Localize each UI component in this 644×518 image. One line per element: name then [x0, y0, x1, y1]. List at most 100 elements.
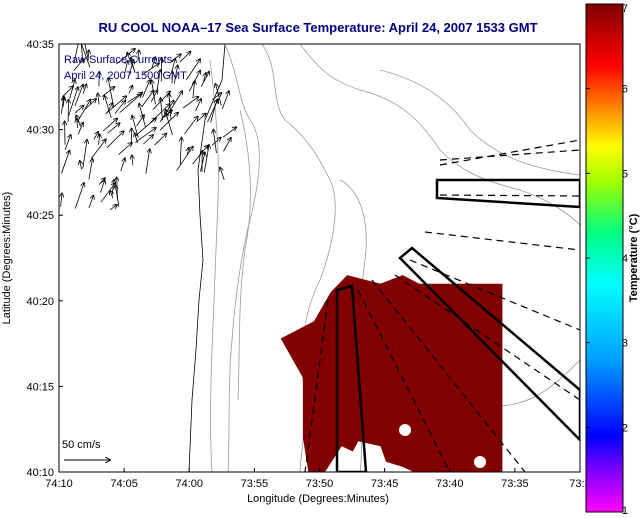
- current-vector: [118, 143, 132, 155]
- current-vector: [215, 84, 222, 106]
- current-vector: [195, 99, 201, 112]
- current-vector: [213, 130, 217, 153]
- current-vector: [100, 183, 115, 203]
- colorbar-tick-label: 3: [622, 338, 628, 350]
- chart-title: RU COOL NOAA–17 Sea Surface Temperature:…: [98, 20, 537, 35]
- current-vector: [166, 110, 168, 120]
- current-vector: [68, 87, 78, 116]
- current-label-1: Raw Surface Currents: [64, 54, 173, 66]
- shipping-lane-east: [435, 178, 580, 209]
- x-tick-label: 73:45: [371, 478, 399, 490]
- sst-gap: [399, 424, 411, 436]
- y-axis-label: Latitude (Degrees:Minutes): [1, 192, 13, 325]
- current-label-2: April 24, 2007 1500 GMT: [64, 70, 187, 82]
- current-vector: [74, 85, 83, 106]
- colorbar-tick-label: 6: [622, 84, 628, 96]
- current-vector: [109, 205, 117, 211]
- current-vector: [104, 96, 112, 119]
- colorbar-label: Temperature (°C): [628, 213, 640, 302]
- current-vector: [151, 57, 156, 69]
- current-vector: [145, 149, 150, 174]
- current-vector: [141, 91, 153, 107]
- current-vector: [131, 58, 136, 74]
- x-axis-label: Longitude (Degrees:Minutes): [247, 493, 389, 505]
- current-vector: [73, 44, 79, 64]
- colorbar-gradient: [585, 3, 624, 513]
- current-vector: [77, 119, 78, 129]
- current-vector: [115, 49, 135, 65]
- current-vector: [110, 191, 113, 199]
- current-vector: [76, 100, 90, 123]
- current-vector: [61, 193, 62, 207]
- current-vector: [143, 63, 159, 75]
- colorbar-tick-label: 5: [622, 168, 628, 180]
- y-tick-label: 40:35: [26, 39, 54, 51]
- current-vector: [124, 61, 128, 74]
- current-vector: [114, 101, 125, 114]
- current-vector: [176, 147, 193, 171]
- colorbar: 1 2 3 4 5 6 7 Temperature (°C): [585, 3, 640, 517]
- current-vector: [223, 138, 230, 152]
- x-tick-label: 73:40: [436, 478, 464, 490]
- current-vector: [180, 138, 181, 165]
- radial-dashed-line: [394, 274, 580, 401]
- current-vector: [135, 128, 156, 143]
- scale-label: 50 cm/s: [62, 439, 101, 451]
- colorbar-ticks: 1 2 3 4 5 6 7: [586, 3, 628, 517]
- y-ticks: 40:35 40:30 40:25 40:20 40:15 40:10: [26, 39, 63, 479]
- y-tick-label: 40:25: [26, 210, 54, 222]
- current-vector: [120, 158, 125, 172]
- x-tick-label: 74:00: [175, 478, 203, 490]
- current-vector: [156, 70, 160, 93]
- radial-dashed-line: [304, 299, 329, 472]
- current-vector: [102, 119, 117, 132]
- current-vector: [138, 50, 139, 61]
- current-vector: [106, 131, 124, 149]
- current-vector: [69, 80, 75, 99]
- y-tick-label: 40:20: [26, 296, 54, 308]
- current-vector: [200, 72, 209, 87]
- radial-dashed-line: [371, 279, 526, 472]
- current-vector: [115, 185, 120, 207]
- current-vector: [74, 106, 83, 114]
- current-vector: [193, 81, 195, 99]
- plot-area: [58, 43, 581, 473]
- current-vector: [84, 44, 89, 61]
- current-vector: [82, 84, 86, 94]
- land-mass: [59, 44, 226, 472]
- current-vector: [149, 104, 170, 124]
- x-tick-label: 74:05: [110, 478, 138, 490]
- current-vector: [132, 155, 133, 166]
- current-vector: [63, 97, 64, 107]
- colorbar-tick-label: 7: [622, 3, 628, 15]
- current-vector: [171, 54, 181, 62]
- x-ticks: 74:10 74:05 74:00 73:55 73:50 73:45 73:40 73:35…: [45, 468, 591, 490]
- current-vector: [81, 44, 84, 62]
- current-vector: [184, 116, 198, 135]
- radial-dashed-line: [357, 289, 451, 472]
- current-vector: [73, 59, 84, 71]
- current-vector: [99, 134, 100, 145]
- x-tick-label: 74:10: [45, 478, 73, 490]
- current-vector: [151, 80, 156, 105]
- current-vector: [171, 59, 176, 72]
- colorbar-tick-label: 1: [622, 505, 628, 517]
- current-vector: [98, 178, 105, 185]
- current-vector: [173, 65, 177, 84]
- current-vector: [200, 152, 205, 172]
- current-vector: [98, 94, 99, 105]
- current-vector: [80, 161, 82, 170]
- current-vector: [127, 92, 143, 103]
- current-vector: [188, 71, 200, 92]
- x-tick-label: 73:3: [569, 478, 590, 490]
- current-vector: [62, 86, 73, 98]
- current-vector: [139, 104, 146, 127]
- y-tick-label: 40:30: [26, 125, 54, 137]
- current-vector: [82, 140, 87, 169]
- current-vector: [143, 135, 153, 145]
- current-vector: [220, 167, 225, 180]
- x-tick-label: 73:50: [306, 478, 334, 490]
- current-vector: [166, 91, 182, 116]
- map-layer: [59, 44, 580, 472]
